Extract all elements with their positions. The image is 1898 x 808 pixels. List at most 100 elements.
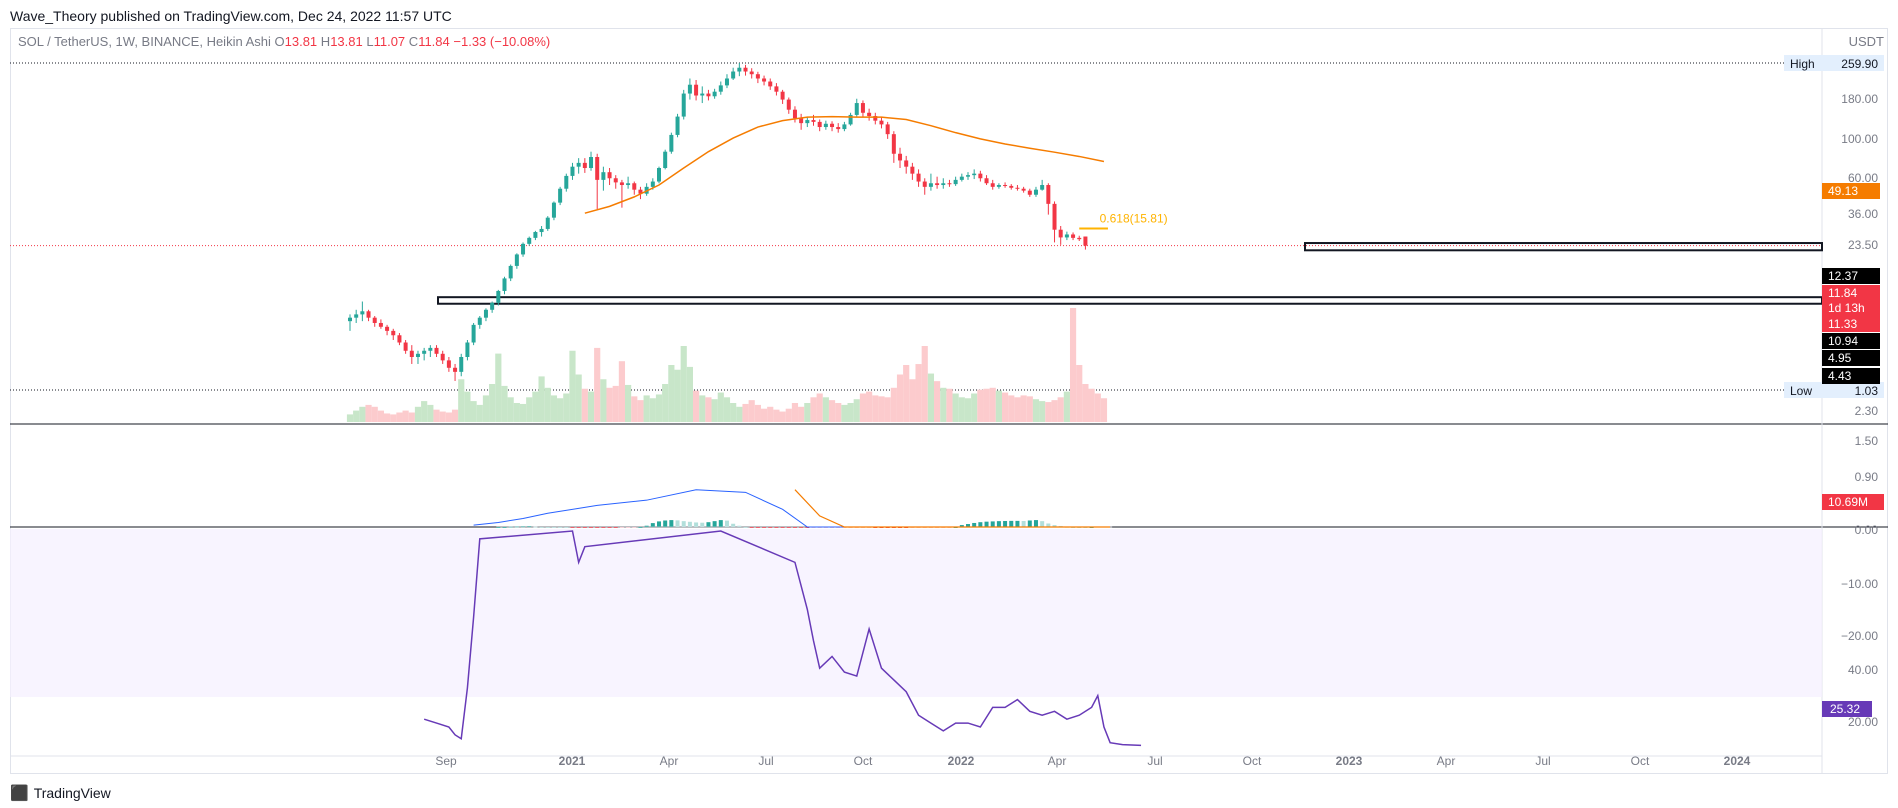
macd-histogram-bar [694, 522, 699, 527]
volume-bar [526, 397, 533, 422]
candle-body [582, 162, 587, 169]
candle-body [1064, 234, 1069, 238]
candle-body [718, 85, 723, 92]
candle-body [502, 278, 507, 291]
candle-body [854, 103, 859, 115]
time-tick-label: Sep [435, 754, 457, 768]
macd-histogram-bar [663, 520, 668, 527]
support-zone [1304, 242, 1823, 252]
candle-body [712, 91, 717, 97]
candle-body [372, 317, 377, 323]
volume-bar [1076, 365, 1083, 422]
footer-brand[interactable]: TradingView [33, 785, 111, 801]
volume-badge-bg [1822, 494, 1884, 510]
candle-body [755, 74, 760, 79]
candle-body [564, 175, 569, 189]
volume-bar [903, 365, 910, 422]
volume-badge: 10.69M [1828, 495, 1868, 509]
volume-bar [940, 387, 947, 422]
candle-body [545, 217, 550, 229]
candle-body [792, 109, 797, 119]
volume-bar [711, 399, 718, 422]
candle-body [953, 179, 958, 185]
volume-bar [946, 388, 953, 422]
volume-bar [538, 376, 545, 422]
candle-body [508, 265, 513, 279]
volume-bar [587, 391, 595, 422]
candle-body [607, 172, 612, 179]
volume-bar [977, 389, 984, 422]
price-tick-label: 180.00 [1841, 92, 1878, 106]
price-tick-label: 100.00 [1841, 132, 1878, 146]
candle-body [1033, 189, 1038, 195]
volume-bar [464, 391, 471, 422]
candle-body [632, 183, 637, 190]
volume-bar [513, 403, 520, 422]
candle-body [700, 93, 705, 96]
volume-bar [686, 366, 693, 422]
candle-body [657, 168, 661, 182]
volume-bar [421, 401, 428, 422]
volume-bar [1088, 388, 1095, 422]
macd-histogram-bar [718, 520, 723, 527]
candle-body [916, 173, 921, 182]
rsi-tick-label: 20.00 [1848, 715, 1878, 729]
volume-bar [649, 398, 656, 422]
volume-bar [798, 406, 805, 422]
candle-body [941, 183, 946, 186]
volume-bar [458, 379, 465, 422]
price-badge-bg [1822, 183, 1880, 199]
macd-histogram-bar [743, 527, 748, 528]
symbol-legend: SOL / TetherUS, 1W, BINANCE, Heikin Ashi… [18, 34, 550, 49]
ema-line [584, 115, 1105, 214]
low-label: Low [1790, 384, 1812, 398]
candle-body [589, 157, 594, 169]
volume-bar [699, 395, 706, 422]
volume-bar [909, 379, 916, 422]
volume-bar [927, 373, 935, 422]
volume-bar [896, 374, 904, 422]
macd-histogram-bar [712, 521, 717, 527]
candle-body [873, 116, 878, 121]
candle-body [1077, 237, 1082, 240]
price-tick-label: 1.50 [1855, 434, 1879, 448]
macd-histogram-bar [1009, 520, 1014, 527]
candle-body [817, 121, 822, 128]
macd-histogram-bar [551, 527, 556, 528]
price-badge: 1d 13h [1828, 301, 1865, 315]
price-badge-bg [1822, 285, 1880, 301]
volume-bar [427, 404, 434, 422]
price-tick-label: 2.30 [1855, 404, 1879, 418]
volume-bar [451, 409, 459, 422]
chart-frame[interactable] [10, 28, 1888, 774]
macd-histogram-bar [619, 527, 624, 528]
volume-bar [371, 406, 378, 422]
candle-body [823, 123, 828, 128]
macd-histogram-bar [521, 526, 526, 528]
candle-body [570, 166, 575, 176]
volume-bar [625, 384, 632, 422]
macd-tick-label: −20.00 [1841, 629, 1878, 643]
candle-body [910, 166, 915, 174]
time-tick-label: 2021 [559, 754, 586, 768]
candle-body [885, 124, 890, 135]
volume-bar [890, 387, 897, 422]
candle-body [527, 237, 532, 244]
macd-histogram-bar [1033, 520, 1038, 527]
macd-histogram-bar [706, 522, 711, 527]
candle-body [694, 84, 699, 96]
candle-body [1027, 190, 1032, 195]
candle-body [737, 67, 742, 72]
symbol-name[interactable]: SOL / TetherUS, 1W, BINANCE, Heikin Ashi [18, 34, 271, 49]
rsi-badge-bg [1822, 701, 1872, 717]
macd-histogram-bar [749, 527, 754, 528]
time-tick-label: Jul [1147, 754, 1162, 768]
tradingview-logo-icon[interactable]: ⬛ [10, 785, 29, 802]
volume-bar [433, 409, 440, 422]
candle-body [966, 175, 970, 177]
candle-body [879, 120, 884, 125]
volume-bar [519, 403, 527, 422]
candle-body [842, 124, 847, 130]
macd-histogram-bar [966, 524, 970, 527]
